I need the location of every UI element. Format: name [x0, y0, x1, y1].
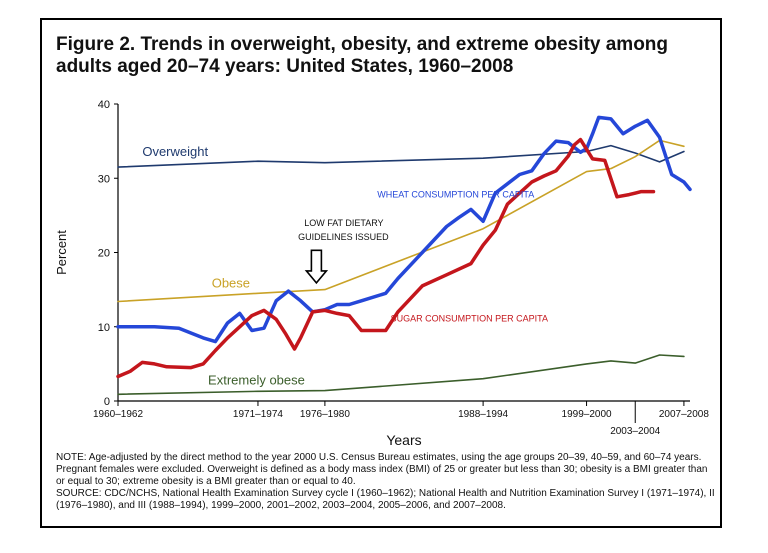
x-tick-label: 2007–2008	[659, 409, 709, 420]
x-tick-label: 1976–1980	[300, 409, 350, 420]
chart-annotation: GUIDELINES ISSUED	[298, 232, 389, 242]
note-text: NOTE: Age-adjusted by the direct method …	[56, 452, 708, 487]
figure-title: Figure 2. Trends in overweight, obesity,…	[56, 34, 669, 77]
y-tick-label: 20	[98, 248, 110, 260]
x-tick-label: 2003–2004	[610, 426, 660, 437]
chart-annotation: Extremely obese	[208, 373, 305, 388]
series-line-extremely-obese	[117, 354, 685, 396]
series-line-obese	[117, 139, 685, 303]
y-tick-label: 40	[98, 99, 110, 111]
y-tick-label: 30	[98, 173, 110, 185]
x-tick-label: 1971–1974	[233, 409, 283, 420]
y-tick-label: 10	[98, 322, 110, 334]
chart-annotation: Overweight	[142, 144, 208, 159]
chart-annotation: SUGAR CONSUMPTION PER CAPITA	[391, 314, 548, 324]
figure-notes: NOTE: Age-adjusted by the direct method …	[56, 452, 716, 512]
source-text: SOURCE: CDC/NCHS, National Health Examin…	[56, 488, 715, 511]
chart-annotation: WHEAT CONSUMPTION PER CAPITA	[377, 190, 534, 200]
x-axis-label: Years	[386, 432, 421, 448]
y-tick-label: 0	[104, 396, 110, 408]
chart-annotation: Obese	[212, 275, 250, 290]
x-tick-label: 1960–1962	[93, 409, 143, 420]
series-line-sugar-consumption-per-capita	[116, 137, 656, 379]
series-line-wheat-consumption-per-capita	[116, 115, 692, 344]
y-axis-label: Percent	[54, 230, 69, 275]
guidelines-arrow-icon	[304, 249, 329, 285]
x-tick-label: 1999–2000	[562, 409, 612, 420]
x-tick-label: 1988–1994	[458, 409, 508, 420]
figure-frame	[40, 18, 722, 528]
chart-annotation: LOW FAT DIETARY	[304, 218, 383, 228]
